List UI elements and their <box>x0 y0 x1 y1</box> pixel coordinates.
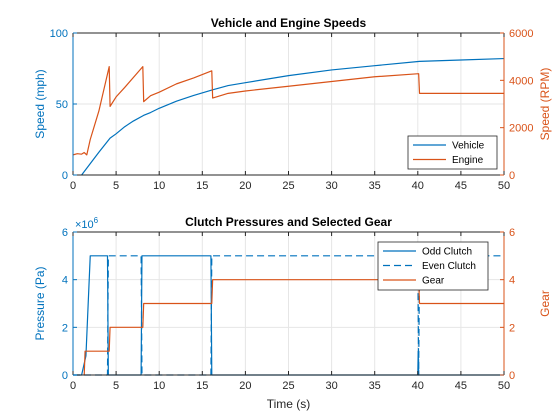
series-line-vehicle <box>81 57 505 176</box>
x-tick-label: 10 <box>153 380 165 392</box>
y-right-tick-label: 2000 <box>509 123 533 135</box>
y-left-exponent-label: ×106 <box>75 216 99 231</box>
x-tick-label: 50 <box>498 180 510 192</box>
y-right-tick-label: 4000 <box>509 75 533 87</box>
y-right-axis-label: Gear <box>538 290 552 317</box>
x-axis-label: Time (s) <box>267 397 311 411</box>
exponent-power: 6 <box>94 216 99 225</box>
x-tick-label: 15 <box>196 380 208 392</box>
y-right-tick-label: 0 <box>509 370 515 382</box>
y-right-axis-label: Speed (RPM) <box>538 68 552 141</box>
y-left-tick-label: 2 <box>62 322 68 334</box>
y-right-tick-label: 6 <box>509 227 515 239</box>
legend-box <box>407 135 498 170</box>
x-tick-label: 35 <box>369 380 381 392</box>
x-tick-label: 20 <box>239 180 251 192</box>
y-right-tick-label: 4 <box>509 275 515 287</box>
y-left-tick-label: 0 <box>62 370 68 382</box>
exponent-base: ×10 <box>75 219 94 231</box>
x-tick-label: 5 <box>113 180 119 192</box>
chart-title: Clutch Pressures and Selected Gear <box>185 215 392 229</box>
x-tick-label: 5 <box>113 380 119 392</box>
x-tick-label: 20 <box>239 380 251 392</box>
x-tick-label: 0 <box>70 180 76 192</box>
x-tick-label: 40 <box>412 180 424 192</box>
y-left-tick-label: 0 <box>62 170 68 182</box>
x-tick-label: 25 <box>282 180 294 192</box>
y-left-tick-label: 4 <box>62 275 68 287</box>
series-line-engine <box>72 66 504 156</box>
x-tick-label: 15 <box>196 180 208 192</box>
y-left-axis-label: Pressure (Pa) <box>33 266 47 340</box>
y-right-tick-label: 0 <box>509 170 515 182</box>
legend-label: Even Clutch <box>422 261 476 272</box>
speed-chart: 0 5 10 15 20 25 30 35 40 45 500501000200040006000V… <box>33 16 552 192</box>
y-left-tick-label: 100 <box>50 28 68 40</box>
x-tick-label: 45 <box>455 180 467 192</box>
series-line-odd-clutch <box>73 255 504 376</box>
legend-label: Vehicle <box>452 141 485 152</box>
legend-label: Gear <box>422 276 445 287</box>
x-tick-label: 30 <box>325 380 337 392</box>
x-tick-label: 40 <box>412 380 424 392</box>
x-tick-label: 35 <box>369 180 381 192</box>
x-tick-label: 0 <box>70 380 76 392</box>
chart-title: Vehicle and Engine Speeds <box>211 16 367 30</box>
y-left-tick-label: 50 <box>56 99 68 111</box>
y-right-tick-label: 6000 <box>509 28 533 40</box>
x-tick-label: 50 <box>498 380 510 392</box>
x-tick-label: 45 <box>455 380 467 392</box>
series-line-even-clutch <box>73 255 504 376</box>
x-tick-label: 25 <box>282 380 294 392</box>
legend-label: Engine <box>452 155 484 166</box>
y-left-axis-label: Speed (mph) <box>33 69 47 138</box>
y-left-tick-label: 6 <box>62 227 68 239</box>
x-tick-label: 10 <box>153 180 165 192</box>
x-tick-label: 30 <box>325 180 337 192</box>
legend-label: Odd Clutch <box>422 247 472 258</box>
y-right-tick-label: 2 <box>509 322 515 334</box>
